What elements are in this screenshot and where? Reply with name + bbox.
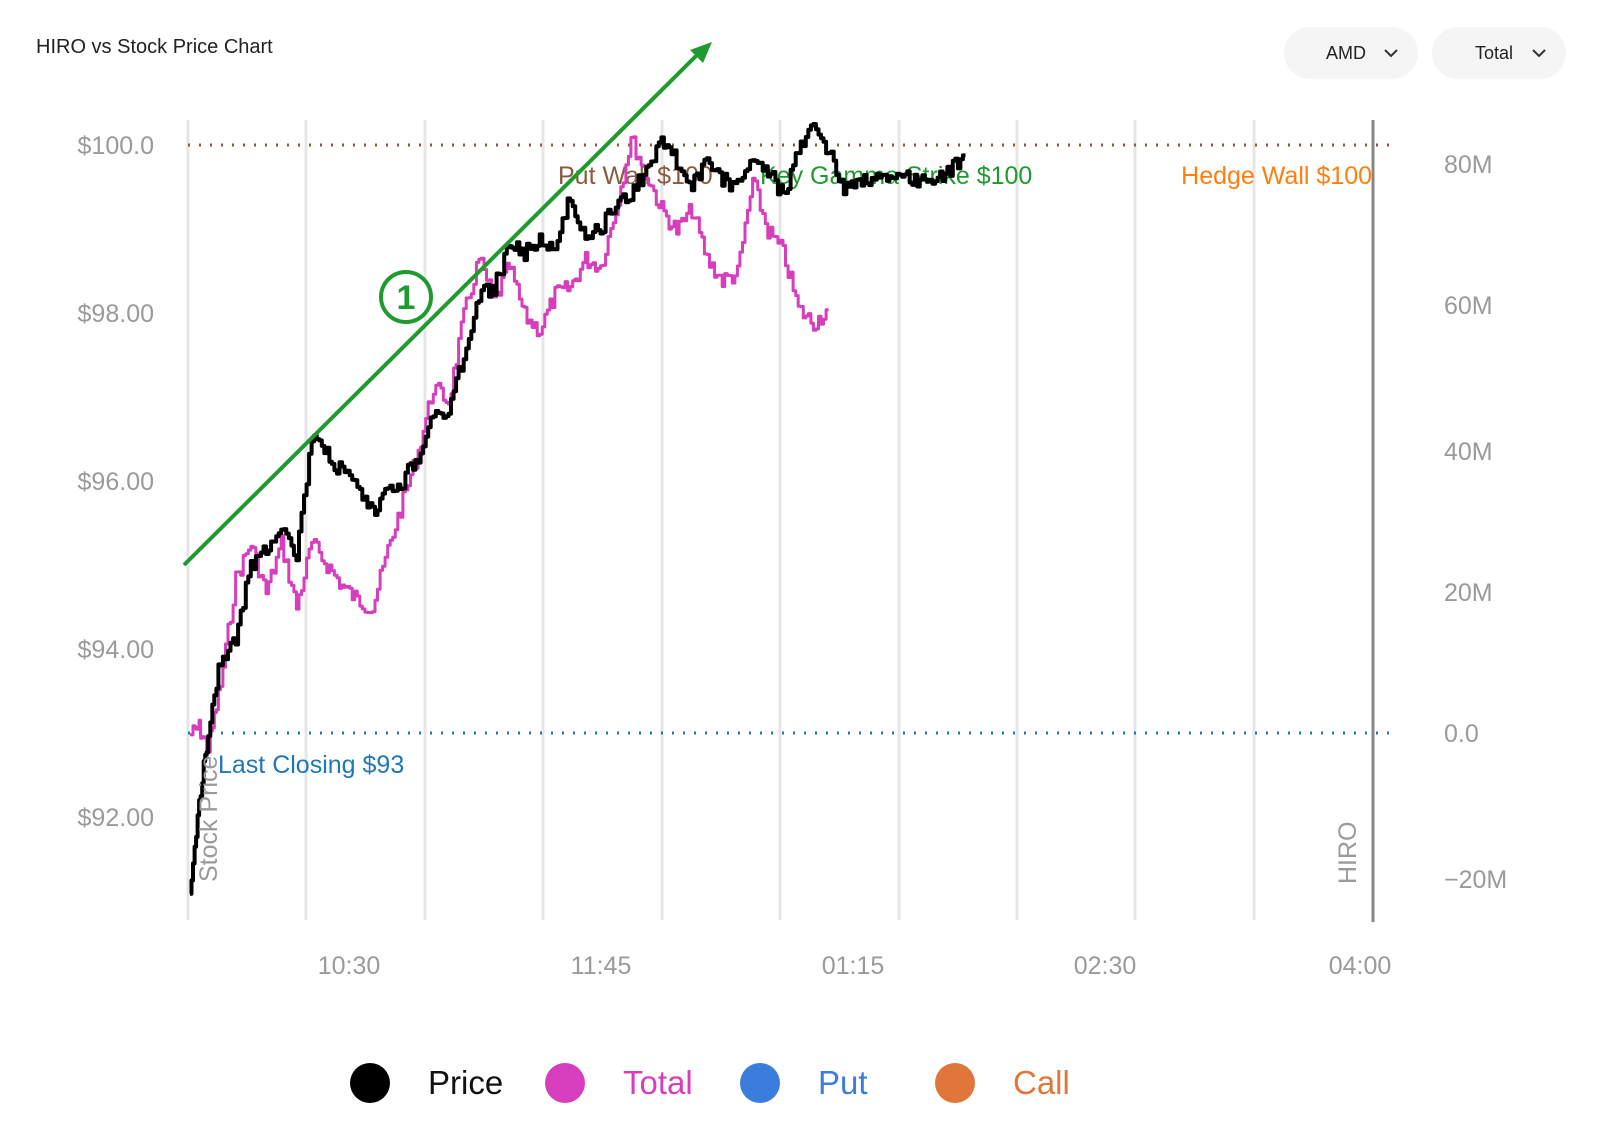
y-right-tick-label: 60M bbox=[1444, 292, 1493, 320]
legend-item-call[interactable]: Call bbox=[935, 1058, 1070, 1108]
trend-arrow-line bbox=[182, 50, 702, 567]
axis-layer: $100.0 $98.00 $96.00 $94.00 $92.00 80M 60M 40M 2… bbox=[78, 132, 1508, 980]
annotations-layer: 1 bbox=[182, 42, 712, 567]
series-total-line bbox=[190, 135, 829, 754]
x-tick-label: 11:45 bbox=[571, 952, 632, 980]
legend-swatch-price bbox=[350, 1063, 390, 1103]
y-left-axis-title: Stock Price bbox=[195, 756, 223, 882]
y-right-tick-label: 20M bbox=[1444, 579, 1493, 607]
y-right-tick-label: 0.0 bbox=[1444, 720, 1479, 748]
legend-swatch-call bbox=[935, 1063, 975, 1103]
chart-title: HIRO vs Stock Price Chart bbox=[36, 36, 273, 58]
legend-label-call: Call bbox=[1013, 1064, 1070, 1101]
legend-swatch-total bbox=[545, 1063, 585, 1103]
y-right-axis-title: HIRO bbox=[1334, 822, 1362, 885]
y-left-tick-label: $96.00 bbox=[78, 468, 154, 496]
x-tick-label: 01:15 bbox=[822, 952, 885, 980]
reference-lines: Put Wall $100 Key Gamma Strike $100 Hedge … bbox=[188, 143, 1398, 779]
y-left-tick-label: $100.0 bbox=[78, 132, 154, 160]
x-tick-label: 04:00 bbox=[1329, 952, 1392, 980]
y-right-tick-label: −20M bbox=[1444, 866, 1507, 894]
legend-label-total: Total bbox=[623, 1064, 693, 1101]
trend-arrow-head bbox=[690, 42, 712, 63]
chevron-down-icon bbox=[1532, 48, 1566, 58]
mode-select-value: Total bbox=[1474, 42, 1514, 63]
hedge-wall-label: Hedge Wall $100 bbox=[1181, 162, 1372, 190]
last-closing-label: Last Closing $93 bbox=[218, 751, 404, 779]
y-left-tick-label: $98.00 bbox=[78, 300, 154, 328]
grid-layer bbox=[186, 120, 1375, 922]
ticker-select[interactable]: AMD bbox=[1284, 27, 1418, 79]
y-right-tick-label: 80M bbox=[1444, 151, 1493, 179]
chevron-down-icon bbox=[1384, 48, 1418, 58]
trend-number-circle bbox=[379, 270, 433, 324]
legend-item-total[interactable]: Total bbox=[545, 1058, 693, 1108]
ticker-select-value: AMD bbox=[1326, 42, 1366, 63]
legend-label-put: Put bbox=[818, 1064, 868, 1101]
mode-select[interactable]: Total bbox=[1432, 27, 1566, 79]
legend-item-price[interactable]: Price bbox=[350, 1058, 503, 1108]
x-tick-label: 10:30 bbox=[318, 952, 381, 980]
trend-number: 1 bbox=[397, 279, 416, 317]
legend-item-put[interactable]: Put bbox=[740, 1058, 868, 1108]
series-price-line bbox=[189, 122, 966, 896]
y-left-tick-label: $94.00 bbox=[78, 636, 154, 664]
legend-swatch-put bbox=[740, 1063, 780, 1103]
y-right-tick-label: 40M bbox=[1444, 438, 1493, 466]
x-tick-label: 02:30 bbox=[1074, 952, 1137, 980]
legend-label-price: Price bbox=[428, 1064, 504, 1101]
series-layer bbox=[189, 122, 966, 896]
y-left-tick-label: $92.00 bbox=[78, 804, 154, 832]
chart-legend: Price Total Put Call bbox=[0, 1058, 1600, 1108]
hiro-chart: Put Wall $100 Key Gamma Strike $100 Hedge … bbox=[78, 42, 1508, 980]
